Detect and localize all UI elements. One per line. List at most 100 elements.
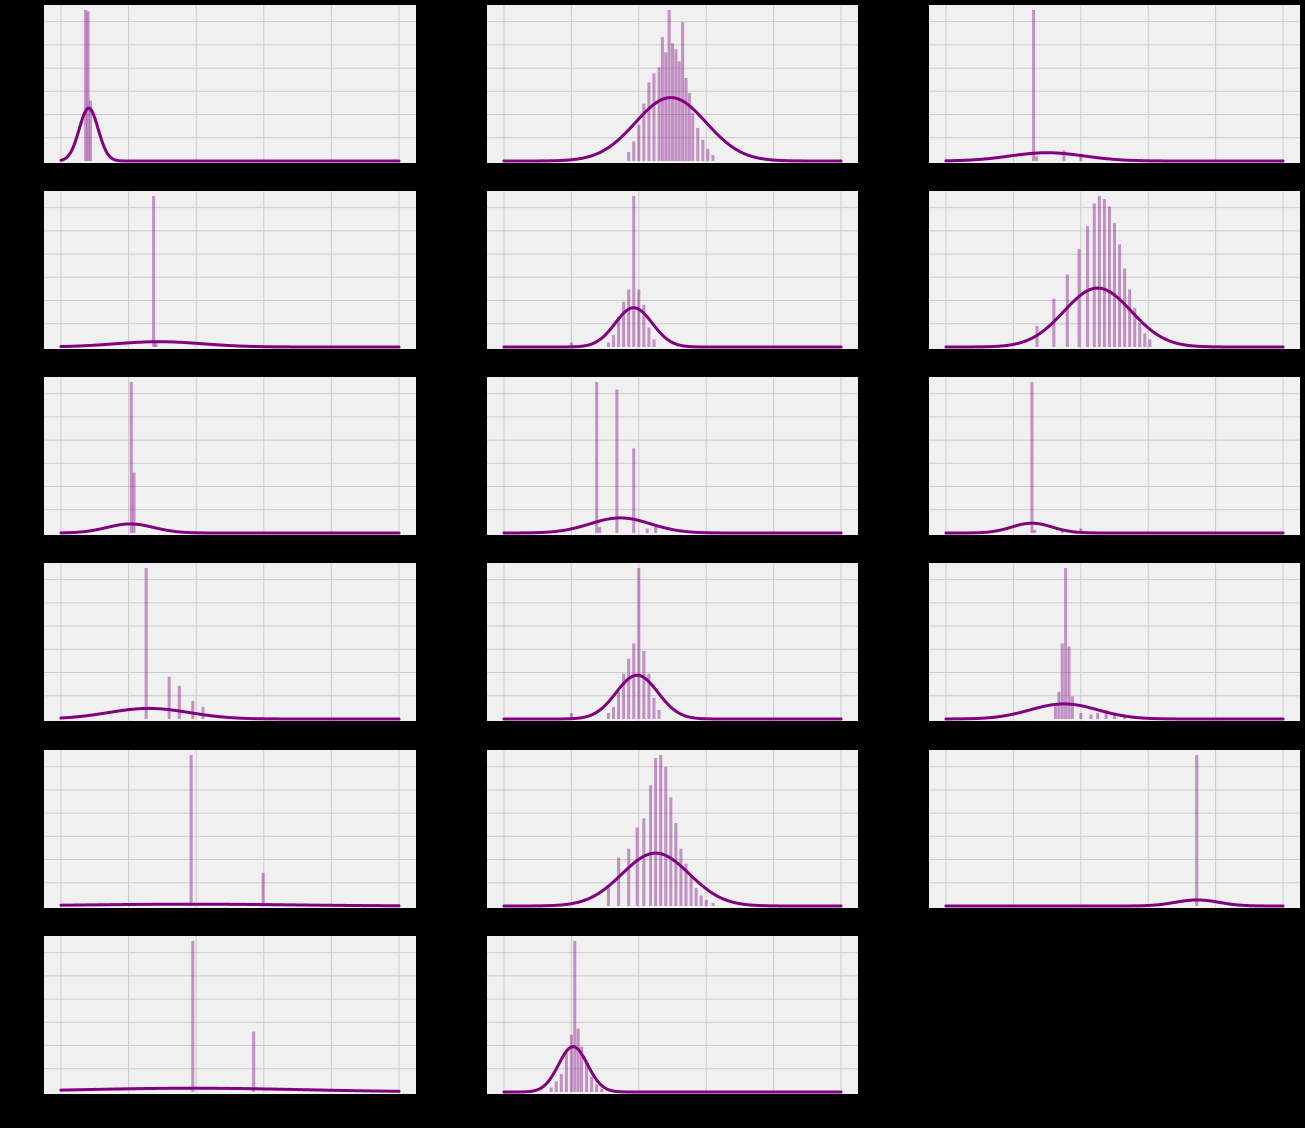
- fit-curve: [59, 340, 401, 349]
- histogram-bar: [1143, 333, 1147, 347]
- histogram-bar: [1079, 712, 1083, 719]
- histogram-bar: [632, 196, 636, 347]
- histogram-bar: [598, 526, 602, 533]
- fit-curve: [944, 898, 1285, 908]
- histogram-bar: [144, 568, 148, 719]
- fit-curve: [502, 673, 843, 721]
- histogram-bar: [649, 785, 653, 906]
- histogram-bar: [1118, 244, 1122, 347]
- histogram-bar: [670, 43, 675, 161]
- histogram-bar: [627, 658, 631, 719]
- histogram-bar: [622, 673, 626, 719]
- histogram-bar: [637, 289, 641, 347]
- histogram-bar: [1112, 712, 1117, 719]
- histogram-bar: [1195, 755, 1199, 906]
- histogram-bar: [252, 1031, 256, 1092]
- histogram-bar: [652, 73, 656, 161]
- fit-curve: [502, 851, 843, 908]
- histogram-bar: [657, 709, 661, 719]
- histogram-panel-7: [44, 377, 416, 535]
- histogram-bar: [694, 887, 698, 906]
- histogram-bar: [652, 339, 656, 347]
- fit-curve: [944, 286, 1285, 349]
- histogram-bar: [1060, 643, 1064, 719]
- histogram-bar: [654, 758, 658, 906]
- histogram-bar: [684, 863, 688, 906]
- histogram-bar: [664, 52, 668, 161]
- histogram-bar: [1065, 274, 1069, 347]
- histogram-bar: [569, 342, 573, 347]
- histogram-bar: [677, 61, 681, 162]
- histogram-bar: [691, 112, 695, 161]
- histogram-bar: [711, 154, 715, 161]
- histogram-bar: [652, 697, 656, 719]
- histogram-bar: [1086, 226, 1090, 347]
- histogram-panel-8: [487, 377, 858, 535]
- histogram-bar: [1030, 382, 1034, 533]
- histogram-bar: [606, 712, 610, 719]
- histogram-svg-9: [929, 377, 1300, 535]
- histogram-bar: [554, 1081, 558, 1092]
- histogram-bar: [706, 148, 710, 161]
- histogram-bar: [1035, 156, 1039, 161]
- histogram-bar: [590, 1076, 594, 1092]
- histogram-bar: [664, 767, 668, 906]
- histogram-bar: [689, 875, 693, 906]
- histogram-svg-15: [929, 750, 1300, 908]
- histogram-svg-17: [487, 936, 858, 1094]
- histogram-bar: [642, 818, 646, 906]
- histogram-bar: [201, 706, 205, 719]
- histogram-bar: [615, 389, 619, 533]
- histogram-svg-16: [44, 936, 416, 1094]
- histogram-bar: [1062, 150, 1066, 161]
- fit-curve: [59, 706, 401, 721]
- histogram-bar: [1096, 712, 1100, 719]
- histogram-bar: [189, 755, 193, 906]
- histogram-bar: [642, 304, 646, 347]
- histogram-bar: [1033, 529, 1037, 533]
- histogram-bar: [1128, 289, 1132, 347]
- histogram-svg-12: [929, 563, 1300, 721]
- histogram-bar: [1123, 268, 1127, 347]
- histogram-bar: [1092, 203, 1096, 347]
- fit-curve: [59, 1086, 401, 1093]
- histogram-panel-11: [487, 563, 858, 721]
- histogram-panel-9: [929, 377, 1300, 535]
- histogram-bar: [261, 872, 265, 906]
- histogram-bar: [637, 124, 641, 161]
- histogram-bar: [647, 327, 651, 347]
- histogram-bar: [711, 902, 715, 906]
- histogram-bar: [632, 448, 636, 533]
- histogram-bar: [1102, 199, 1106, 347]
- histogram-bar: [1054, 703, 1058, 719]
- histogram-bar: [606, 887, 610, 906]
- histogram-svg-14: [487, 750, 858, 908]
- histogram-svg-3: [929, 5, 1300, 163]
- histogram-bar: [669, 797, 673, 906]
- histogram-svg-11: [487, 563, 858, 721]
- fit-curve: [502, 96, 843, 163]
- histogram-bar: [191, 700, 195, 719]
- histogram-bar: [579, 1046, 584, 1092]
- histogram-bar: [559, 1073, 563, 1092]
- histogram-bar: [549, 1087, 553, 1092]
- histogram-panel-15: [929, 750, 1300, 908]
- histogram-panel-12: [929, 563, 1300, 721]
- histogram-panel-10: [44, 563, 416, 721]
- histogram-bar: [642, 103, 646, 161]
- histogram-bar: [701, 139, 705, 161]
- histogram-svg-2: [487, 5, 858, 163]
- histogram-svg-4: [44, 191, 416, 349]
- fit-curve: [59, 106, 401, 163]
- histogram-bar: [635, 827, 639, 906]
- histogram-bar: [1032, 10, 1036, 161]
- histogram-bar: [617, 857, 621, 906]
- histogram-bar: [1060, 529, 1064, 533]
- histogram-panel-6: [929, 191, 1300, 349]
- histogram-bar: [627, 151, 631, 161]
- histogram-svg-5: [487, 191, 858, 349]
- histogram-bar: [699, 895, 703, 906]
- histogram-bar: [687, 93, 691, 161]
- histogram-bar: [632, 141, 636, 161]
